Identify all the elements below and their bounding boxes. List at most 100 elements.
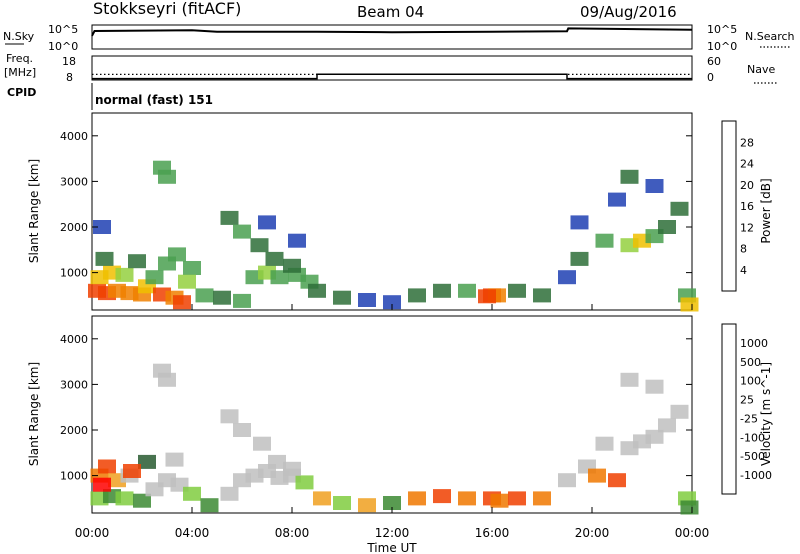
power-colorbar-tick-label: 12 <box>740 221 754 234</box>
velocity-cell <box>680 500 699 515</box>
velocity-x-tick-label: 12:00 <box>375 526 410 540</box>
velocity-cell <box>433 489 451 504</box>
power-cell <box>620 169 639 184</box>
velocity-x-tick-label: 08:00 <box>275 526 310 540</box>
velocity-x-tick-label: 00:00 <box>75 526 110 540</box>
power-cell <box>258 215 276 230</box>
velocity-colorbar-tick-label: 500 <box>740 356 761 369</box>
velocity-cell <box>253 436 271 451</box>
power-cell <box>233 293 251 308</box>
power-cell <box>288 233 306 248</box>
velocity-cell <box>670 404 689 419</box>
power-cell <box>558 270 576 285</box>
freq-left-tick-top: 18 <box>62 55 76 68</box>
power-cell <box>533 288 551 303</box>
power-cell <box>270 270 289 285</box>
velocity-cell <box>165 452 184 467</box>
power-cell <box>183 261 201 275</box>
velocity-cell <box>458 491 476 506</box>
nsky-label: N.Sky <box>3 30 35 43</box>
freq-trace <box>92 73 692 80</box>
velocity-colorbar-tick-label: -100 <box>740 431 765 444</box>
velocity-colorbar-tick-label: 100 <box>740 375 761 388</box>
power-cell <box>478 289 496 304</box>
power-cell <box>308 283 326 298</box>
velocity-y-tick-label: 4000 <box>60 333 88 346</box>
power-cell <box>383 295 401 310</box>
power-cell <box>645 179 664 193</box>
power-panel: Slant Range [km] 1000 2000 3000 4000 4 8 12 16… <box>27 112 773 312</box>
power-colorbar-tick-label: 24 <box>740 158 754 171</box>
power-cell <box>570 251 589 266</box>
power-cell <box>195 288 214 303</box>
power-colorbar-tick-label: 28 <box>740 136 754 149</box>
velocity-cell <box>333 496 351 510</box>
velocity-cell <box>533 491 551 506</box>
nave-label: Nave <box>747 63 775 76</box>
power-colorbar-tick-label: 16 <box>740 200 754 213</box>
velocity-colorbar-tick-label: 25 <box>740 394 754 407</box>
power-colorbar-frame <box>721 120 737 292</box>
freq-panel: Freq. [MHz] 18 8 60 0 Nave CPID normal (… <box>4 52 778 110</box>
velocity-cell <box>268 454 286 469</box>
power-cell <box>213 290 231 305</box>
power-cell <box>178 274 196 289</box>
velocity-cell <box>383 496 401 510</box>
velocity-cell <box>645 429 664 444</box>
cpid-value: normal (fast) 151 <box>95 93 213 107</box>
power-cell <box>570 215 589 230</box>
nsky-frame <box>91 24 693 50</box>
power-cell <box>158 169 176 184</box>
power-cell <box>233 224 251 239</box>
power-cell <box>128 254 146 269</box>
power-cell <box>658 220 676 234</box>
nsky-trace <box>91 27 693 37</box>
freq-right-tick-top: 60 <box>707 55 721 68</box>
velocity-cell <box>93 477 111 492</box>
velocity-cell <box>295 475 314 490</box>
velocity-cell <box>358 498 376 513</box>
velocity-cell <box>123 464 141 478</box>
power-cell <box>508 283 526 298</box>
power-y-ticks: 1000 2000 3000 4000 <box>60 130 692 280</box>
velocity-x-tick-label: 04:00 <box>175 526 210 540</box>
power-colorbar-tick-label: 20 <box>740 179 754 192</box>
power-cell <box>95 251 114 266</box>
velocity-colorbar-tick-label: -1000 <box>740 469 772 482</box>
velocity-x-tick-label: 16:00 <box>475 526 510 540</box>
velocity-cell <box>313 491 331 506</box>
velocity-cell <box>220 409 239 424</box>
velocity-xlabel: Time UT <box>366 541 417 554</box>
power-cell <box>670 201 689 216</box>
nsky-left-tick-top: 10^5 <box>48 23 78 36</box>
power-data-cells <box>88 160 699 312</box>
velocity-data-cells <box>90 363 699 515</box>
velocity-cell <box>658 418 676 433</box>
velocity-colorbar-tick-label: 1000 <box>740 337 768 350</box>
velocity-cell <box>200 498 219 513</box>
power-cell <box>145 270 164 285</box>
velocity-colorbar-tick-label: -500 <box>740 450 765 463</box>
power-cell <box>168 247 186 262</box>
date-title: 09/Aug/2016 <box>580 3 677 21</box>
power-cell <box>608 192 626 207</box>
velocity-x-tick-label: 20:00 <box>575 526 610 540</box>
freq-left-tick-bottom: 8 <box>66 71 73 84</box>
freq-label-line2: [MHz] <box>4 66 36 79</box>
velocity-colorbar-tick-label: -25 <box>740 412 758 425</box>
velocity-cell <box>490 493 509 508</box>
power-cell <box>680 297 699 312</box>
power-cell <box>173 295 191 310</box>
power-y-tick-label: 3000 <box>60 175 88 188</box>
station-title: Stokkseyri (fitACF) <box>93 0 241 18</box>
velocity-colorbar: 1000 500 100 25 -25 -100 -500 -1000 <box>721 323 772 495</box>
power-y-tick-label: 4000 <box>60 130 88 143</box>
beam-title: Beam 04 <box>357 3 424 21</box>
power-cell <box>265 251 284 266</box>
velocity-cell <box>620 372 639 387</box>
velocity-x-tick-label: 00:00 <box>675 526 710 540</box>
power-cell <box>595 233 614 248</box>
velocity-y-tick-label: 1000 <box>60 470 88 483</box>
